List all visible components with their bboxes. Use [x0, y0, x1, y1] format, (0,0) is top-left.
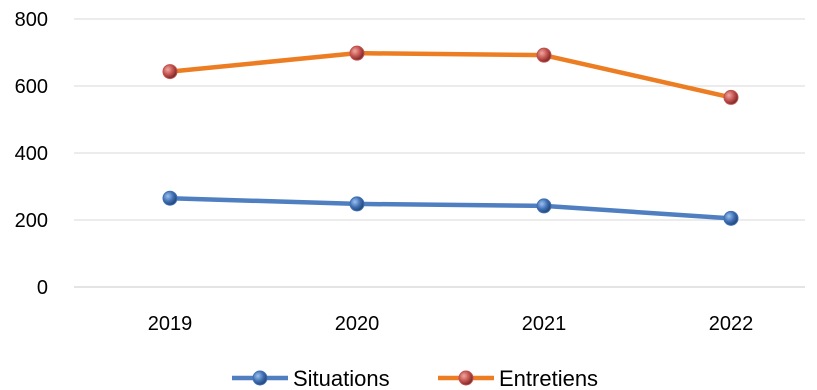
- legend-item: Entretiens: [438, 366, 598, 390]
- x-tick-label: 2019: [148, 313, 193, 335]
- y-tick-label: 600: [15, 76, 48, 98]
- data-point: [162, 190, 178, 206]
- series-situations: [162, 190, 739, 226]
- y-tick-label: 200: [15, 210, 48, 232]
- y-tick-label: 800: [15, 9, 48, 31]
- data-point: [349, 196, 365, 212]
- x-tick-label: 2020: [335, 313, 380, 335]
- y-axis-ticks: 0 200 400 600 800: [15, 9, 48, 299]
- gridlines: [74, 18, 805, 288]
- y-tick-label: 400: [15, 143, 48, 165]
- series-group: [162, 45, 739, 226]
- x-tick-label: 2022: [709, 313, 754, 335]
- legend-item: Situations: [232, 366, 390, 390]
- y-tick-label: 0: [37, 277, 48, 299]
- data-point: [536, 198, 552, 214]
- legend-label: Entretiens: [499, 366, 598, 390]
- legend-marker: [252, 370, 268, 386]
- x-tick-label: 2021: [522, 313, 567, 335]
- legend-label: Situations: [293, 366, 390, 390]
- series-entretiens: [162, 45, 739, 105]
- legend-marker: [458, 370, 474, 386]
- series-line: [167, 50, 734, 100]
- data-point: [723, 210, 739, 226]
- data-point: [162, 64, 178, 80]
- series-line: [167, 195, 734, 221]
- data-point: [349, 45, 365, 61]
- x-axis-ticks: 2019 2020 2021 2022: [148, 313, 754, 335]
- data-point: [723, 89, 739, 105]
- data-point: [536, 47, 552, 63]
- legend: Situations Entretiens: [232, 366, 598, 390]
